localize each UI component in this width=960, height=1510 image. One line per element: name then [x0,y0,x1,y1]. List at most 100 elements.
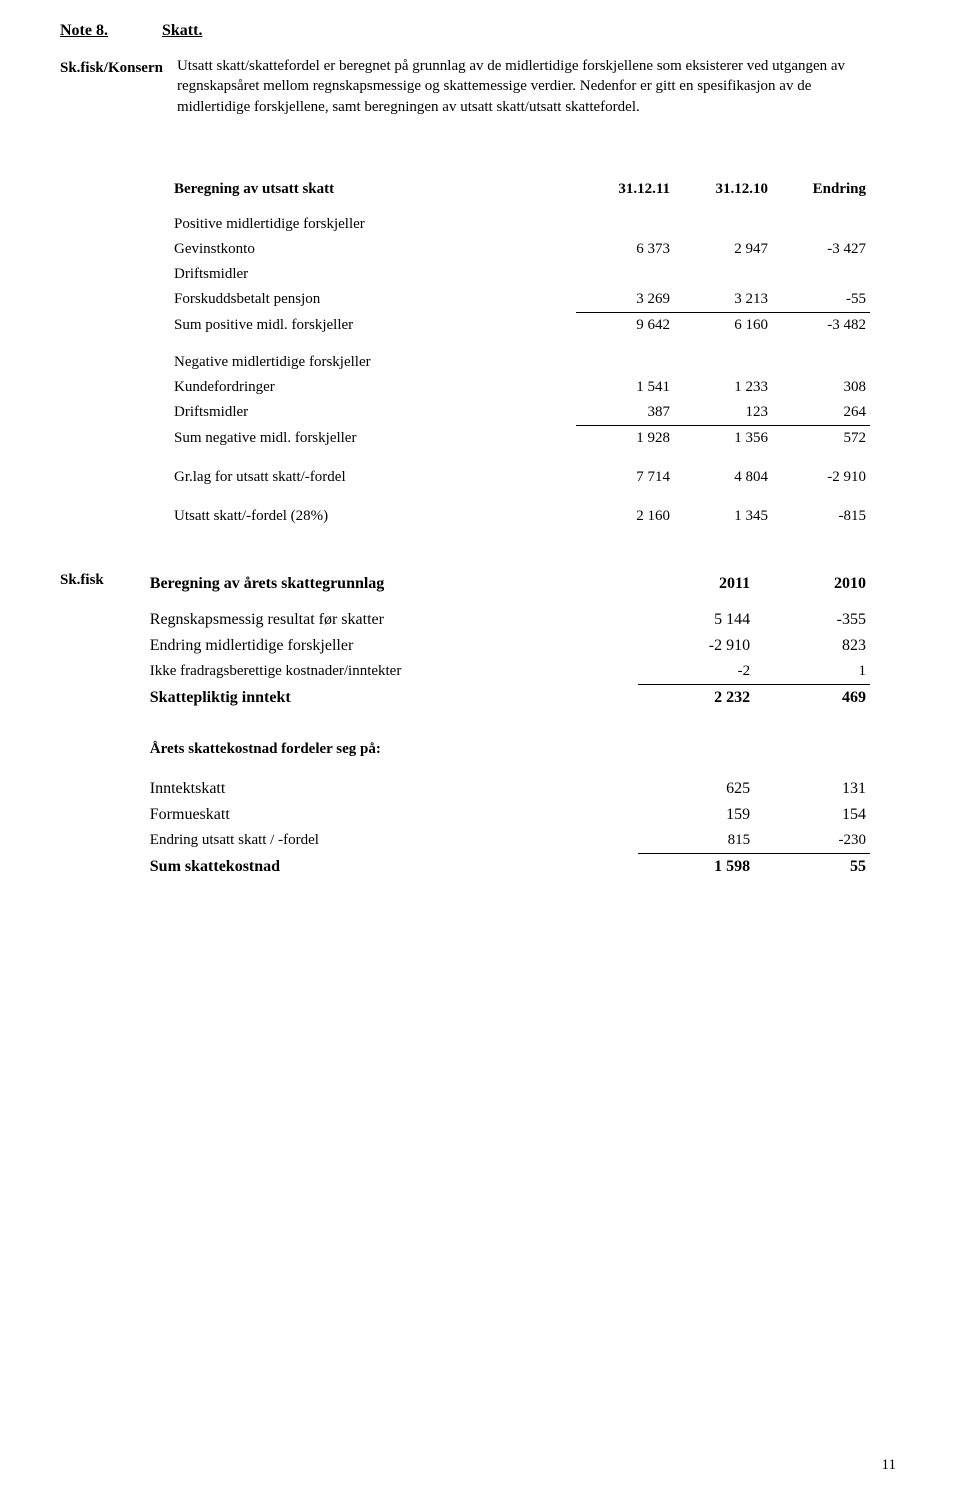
cell: 2 232 [638,684,754,711]
cell: 2 160 [576,504,674,529]
grunnlag-table: Beregning av årets skattegrunnlag 2011 2… [146,571,870,880]
cell: 3 269 [576,287,674,313]
cell: 823 [754,633,870,659]
row-label: Driftsmidler [170,400,576,426]
cell [772,262,870,287]
intro-paragraph: Utsatt skatt/skattefordel er beregnet på… [177,56,877,117]
table-row: Endring utsatt skatt / -fordel815-230 [146,828,870,854]
row-label: Formueskatt [146,802,638,828]
note-title: Skatt. [162,22,202,40]
cell: -2 910 [772,465,870,490]
table-row: Endring midlertidige forskjeller-2 91082… [146,633,870,659]
cell: 6 160 [674,312,772,338]
cell [576,262,674,287]
table-row: Gevinstkonto6 3732 947-3 427 [170,237,870,262]
cell [674,262,772,287]
cell: 1 [754,659,870,685]
intro-label: Sk.fisk/Konsern [60,56,163,117]
hdr-c3: Endring [772,177,870,212]
grlag-row: Gr.lag for utsatt skatt/-fordel 7 714 4 … [170,465,870,490]
cell: 1 928 [576,425,674,451]
hdr-c1: 31.12.11 [576,177,674,212]
negative-title: Negative midlertidige forskjeller [170,338,870,375]
sum-positive-label: Sum positive midl. forskjeller [170,312,576,338]
cell: 3 213 [674,287,772,313]
cell: 308 [772,375,870,400]
row-label: Kundefordringer [170,375,576,400]
cell: 123 [674,400,772,426]
row-label: Regnskapsmessig resultat før skatter [146,607,638,633]
cell: 625 [638,776,754,802]
cell: -355 [754,607,870,633]
utsatt-row: Utsatt skatt/-fordel (28%) 2 160 1 345 -… [170,504,870,529]
hdr-c2: 31.12.10 [674,177,772,212]
cell: 387 [576,400,674,426]
cell: 469 [754,684,870,711]
tax-table-section: Beregning av utsatt skatt 31.12.11 31.12… [170,177,870,529]
lower-section: Sk.fisk Beregning av årets skattegrunnla… [60,571,900,880]
sum-negative-label: Sum negative midl. forskjeller [170,425,576,451]
table-row: Driftsmidler [170,262,870,287]
cell: -55 [772,287,870,313]
table-row: Regnskapsmessig resultat før skatter5 14… [146,607,870,633]
cell: 55 [754,853,870,880]
utsatt-label: Utsatt skatt/-fordel (28%) [170,504,576,529]
cell: -3 427 [772,237,870,262]
table-row: Kundefordringer1 5411 233308 [170,375,870,400]
table-row: Ikke fradragsberettige kostnader/inntekt… [146,659,870,685]
negative-title-row: Negative midlertidige forskjeller [170,338,870,375]
tax-table-header: Beregning av utsatt skatt 31.12.11 31.12… [170,177,870,212]
sum-negative-row: Sum negative midl. forskjeller 1 928 1 3… [170,425,870,451]
row-label: Forskuddsbetalt pensjon [170,287,576,313]
row-label: Gevinstkonto [170,237,576,262]
table-row: Driftsmidler387123264 [170,400,870,426]
tax-table: Beregning av utsatt skatt 31.12.11 31.12… [170,177,870,529]
row-label: Endring utsatt skatt / -fordel [146,828,638,854]
sum-skattekostnad-row: Sum skattekostnad 1 598 55 [146,853,870,880]
table-row: Inntektskatt625131 [146,776,870,802]
cell: 4 804 [674,465,772,490]
note-heading: Note 8. Skatt. [60,22,900,40]
fordeler-row: Årets skattekostnad fordeler seg på: [146,737,870,762]
cell: -3 482 [772,312,870,338]
grunn-hdr-c1: 2011 [638,571,754,607]
lower-label: Sk.fisk [60,571,104,880]
intro-row: Sk.fisk/Konsern Utsatt skatt/skatteforde… [60,56,900,117]
positive-title: Positive midlertidige forskjeller [170,212,870,237]
sum-positive-row: Sum positive midl. forskjeller 9 642 6 1… [170,312,870,338]
grlag-label: Gr.lag for utsatt skatt/-fordel [170,465,576,490]
table-row: Forskuddsbetalt pensjon3 2693 213-55 [170,287,870,313]
skattepliktig-label: Skattepliktig inntekt [146,684,638,711]
cell: 2 947 [674,237,772,262]
cell: 5 144 [638,607,754,633]
skattepliktig-row: Skattepliktig inntekt 2 232 469 [146,684,870,711]
cell: -2 910 [638,633,754,659]
note-number: Note 8. [60,22,108,40]
table-row: Formueskatt159154 [146,802,870,828]
row-label: Endring midlertidige forskjeller [146,633,638,659]
cell: 264 [772,400,870,426]
fordeler-label: Årets skattekostnad fordeler seg på: [146,737,870,762]
cell: 815 [638,828,754,854]
cell: 1 233 [674,375,772,400]
cell: 1 541 [576,375,674,400]
cell: 6 373 [576,237,674,262]
cell: 131 [754,776,870,802]
positive-title-row: Positive midlertidige forskjeller [170,212,870,237]
grunn-hdr-label: Beregning av årets skattegrunnlag [146,571,638,607]
page-number: 11 [882,1457,896,1474]
grunn-hdr-c2: 2010 [754,571,870,607]
row-label: Ikke fradragsberettige kostnader/inntekt… [146,659,638,685]
cell: 1 345 [674,504,772,529]
cell: -815 [772,504,870,529]
cell: 7 714 [576,465,674,490]
cell: -2 [638,659,754,685]
grunn-header: Beregning av årets skattegrunnlag 2011 2… [146,571,870,607]
cell: 1 356 [674,425,772,451]
cell: 154 [754,802,870,828]
row-label: Inntektskatt [146,776,638,802]
hdr-label: Beregning av utsatt skatt [170,177,576,212]
row-label: Driftsmidler [170,262,576,287]
cell: -230 [754,828,870,854]
cell: 572 [772,425,870,451]
